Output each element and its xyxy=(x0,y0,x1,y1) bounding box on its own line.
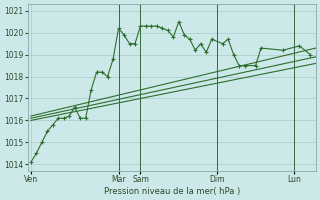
X-axis label: Pression niveau de la mer( hPa ): Pression niveau de la mer( hPa ) xyxy=(104,187,240,196)
